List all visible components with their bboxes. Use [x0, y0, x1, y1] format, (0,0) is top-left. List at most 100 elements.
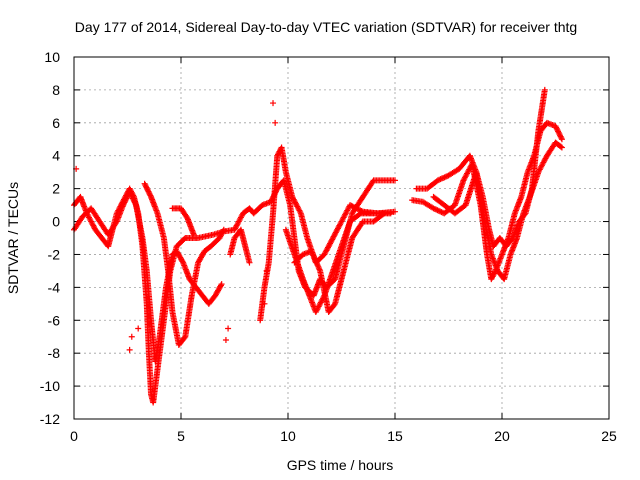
data-point: [181, 334, 188, 341]
x-tick-label: 0: [70, 428, 78, 444]
series-outliers: [73, 100, 279, 353]
data-point: [124, 194, 131, 201]
x-tick-label: 20: [494, 428, 510, 444]
data-point: [132, 200, 139, 207]
data-point: [380, 211, 387, 218]
x-tick-label: 10: [280, 428, 296, 444]
y-tick-label: -12: [40, 411, 60, 427]
grid-lines: [74, 57, 609, 419]
data-point: [554, 127, 561, 134]
data-point: [440, 174, 447, 181]
data-point: [558, 144, 565, 151]
data-point: [556, 132, 563, 139]
data-point: [130, 196, 137, 203]
data-points: [71, 86, 565, 406]
y-tick-label: 0: [52, 214, 60, 230]
data-point: [129, 194, 136, 201]
data-point: [541, 86, 548, 93]
data-point: [143, 184, 150, 191]
plot-frame: [73, 56, 610, 420]
data-point: [183, 214, 190, 221]
data-point: [123, 195, 130, 202]
data-point: [217, 282, 224, 289]
data-point: [246, 259, 253, 266]
data-point: [387, 210, 394, 217]
data-point: [442, 173, 449, 180]
y-axis-label: SDTVAR / TECUs: [5, 182, 21, 294]
data-point: [553, 125, 560, 132]
data-point: [557, 143, 564, 150]
data-point: [121, 199, 128, 206]
y-tick-label: -10: [40, 378, 60, 394]
x-tick-label: 15: [387, 428, 403, 444]
data-point: [122, 196, 129, 203]
data-point: [225, 325, 232, 332]
series-track-f: [257, 144, 398, 324]
data-point: [142, 183, 149, 190]
data-point: [127, 191, 134, 198]
series-track-h: [291, 210, 388, 316]
chart-title: Day 177 of 2014, Sidereal Day-to-day VTE…: [75, 19, 577, 35]
data-point: [122, 198, 129, 205]
data-point: [146, 191, 153, 198]
data-point: [128, 333, 135, 340]
data-point: [553, 124, 560, 131]
data-point: [190, 231, 197, 238]
data-point: [552, 123, 559, 130]
data-point: [434, 177, 441, 184]
data-point: [144, 187, 151, 194]
data-point: [120, 200, 127, 207]
data-point: [436, 176, 443, 183]
data-point: [126, 188, 133, 195]
data-point: [433, 206, 440, 213]
data-point: [558, 134, 565, 141]
data-point: [142, 182, 149, 189]
data-point: [222, 337, 229, 344]
data-point: [392, 208, 398, 215]
data-point: [263, 267, 270, 274]
y-tick-label: 10: [44, 49, 60, 65]
data-point: [556, 131, 563, 138]
data-point: [392, 177, 398, 184]
data-point: [220, 228, 227, 235]
data-point: [272, 119, 279, 126]
x-tick-labels: 0 5 10 15 20 25: [70, 428, 617, 444]
data-point: [145, 188, 152, 195]
data-point: [558, 136, 565, 143]
data-point: [331, 301, 338, 308]
data-point: [131, 199, 138, 206]
y-tick-label: -2: [48, 246, 61, 262]
y-tick-label: 4: [52, 148, 60, 164]
data-point: [131, 198, 138, 205]
data-point: [146, 189, 153, 196]
data-point: [141, 180, 148, 187]
data-point: [147, 192, 154, 199]
data-point: [441, 174, 448, 181]
series-track-e: [227, 226, 253, 266]
data-point: [220, 226, 227, 233]
data-point: [129, 195, 136, 202]
data-point: [126, 346, 133, 353]
axis-ticks: [73, 56, 610, 420]
data-point: [438, 175, 445, 182]
data-point: [434, 207, 441, 214]
y-tick-labels: -12 -10 -8 -6 -4 -2 0 2 4 6 8 10: [40, 49, 60, 427]
y-tick-label: -4: [48, 279, 61, 295]
data-point: [437, 176, 444, 183]
data-point: [557, 133, 564, 140]
data-point: [261, 300, 268, 307]
x-tick-label: 5: [177, 428, 185, 444]
series-track-k: [430, 139, 565, 283]
x-tick-label: 25: [601, 428, 617, 444]
y-tick-label: -6: [48, 312, 61, 328]
data-point: [297, 208, 304, 215]
data-point: [144, 185, 151, 192]
y-tick-label: -8: [48, 345, 61, 361]
data-point: [120, 202, 127, 209]
data-point: [431, 205, 438, 212]
data-point: [356, 211, 363, 218]
data-point: [218, 281, 225, 288]
data-point: [555, 128, 562, 135]
y-tick-label: 6: [52, 115, 60, 131]
